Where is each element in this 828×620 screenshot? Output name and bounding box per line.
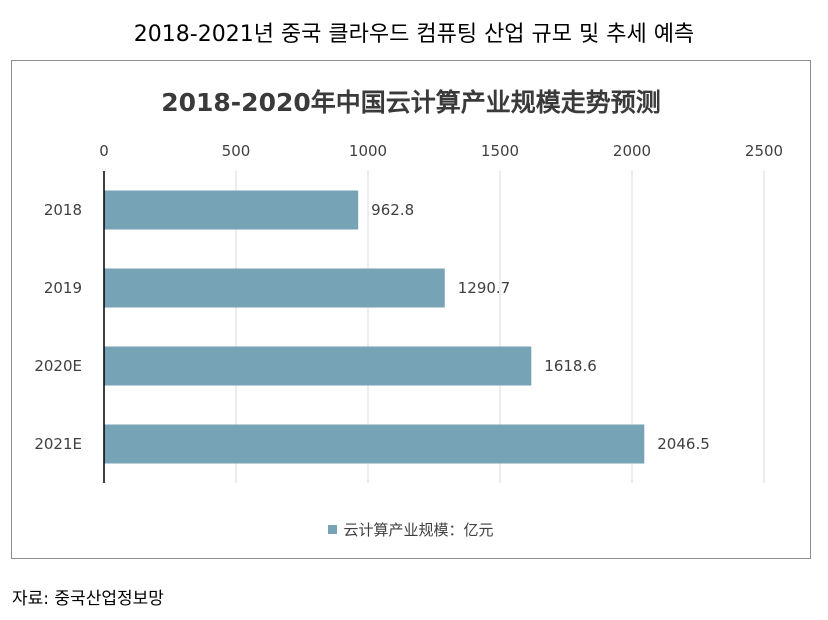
- category-label: 2019: [44, 279, 82, 297]
- page-title: 2018-2021년 중국 클라우드 컴퓨팅 산업 규모 및 추세 예측: [133, 22, 695, 47]
- x-tick-label: 1500: [481, 142, 519, 160]
- bar: [104, 424, 645, 464]
- x-tick-label: 0: [99, 142, 109, 160]
- category-label: 2021E: [34, 435, 82, 453]
- data-label: 1290.7: [458, 279, 511, 297]
- x-tick-label: 500: [222, 142, 251, 160]
- data-label: 2046.5: [657, 435, 710, 453]
- bar: [104, 346, 532, 386]
- legend: 云计算产业规模：亿元: [12, 519, 810, 540]
- legend-swatch: [328, 525, 338, 534]
- chart-frame: 2018-2020年中国云计算产业规模走势预测 0 500 1000 1500 2000…: [11, 60, 811, 559]
- bar-chart-plot: 0 500 1000 1500 2000 2500 201820192020E2021E …: [34, 142, 783, 483]
- x-tick-label: 2000: [613, 142, 651, 160]
- bar: [104, 268, 445, 308]
- category-label: 2020E: [34, 357, 82, 375]
- x-tick-label: 1000: [349, 142, 387, 160]
- data-label: 962.8: [371, 201, 414, 219]
- data-label: 1618.6: [544, 357, 597, 375]
- legend-label: 云计算产业规模：亿元: [343, 521, 494, 539]
- category-label: 2018: [44, 201, 82, 219]
- chart-title: 2018-2020年中国云计算产业规模走势预测: [161, 88, 661, 117]
- bar: [104, 190, 359, 230]
- source-note: 자료: 중국산업정보망: [12, 589, 164, 609]
- x-tick-label: 2500: [745, 142, 783, 160]
